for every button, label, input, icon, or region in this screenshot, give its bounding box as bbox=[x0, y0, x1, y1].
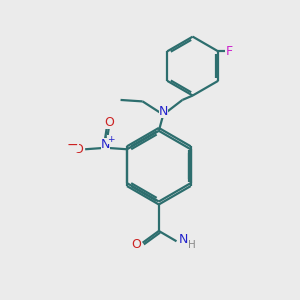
Text: −: − bbox=[67, 138, 79, 152]
Text: N: N bbox=[178, 233, 188, 246]
Text: N: N bbox=[101, 138, 110, 151]
Text: H: H bbox=[188, 240, 196, 250]
Text: O: O bbox=[74, 143, 84, 156]
Text: F: F bbox=[226, 45, 233, 58]
Text: N: N bbox=[159, 105, 168, 118]
Text: O: O bbox=[104, 116, 114, 129]
Text: +: + bbox=[107, 135, 115, 144]
Text: O: O bbox=[131, 238, 141, 251]
